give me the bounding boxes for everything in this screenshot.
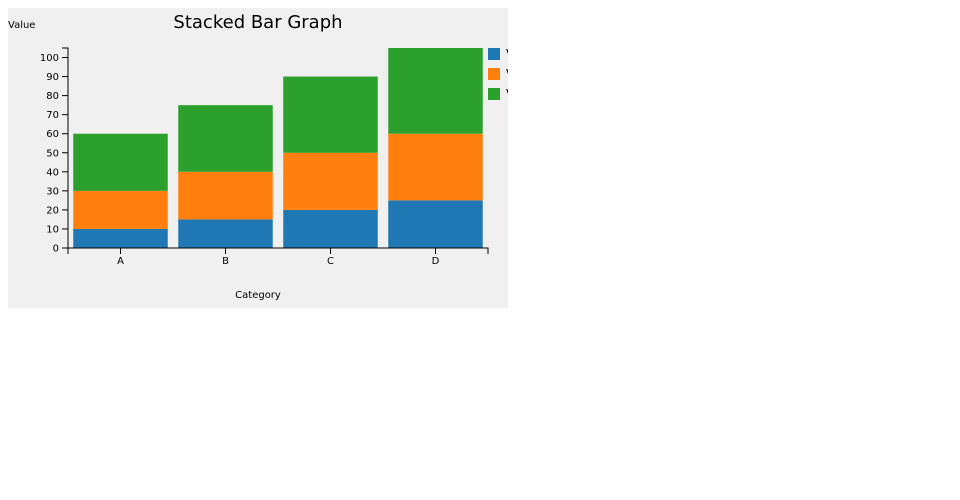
bar-c-series-2 (283, 152, 378, 210)
legend-label: Value 3 (506, 87, 508, 101)
y-tick-label: 80 (46, 91, 59, 102)
plot-area: 0 10 20 30 40 50 60 70 80 90 100 A B C D (40, 47, 489, 267)
x-tick-label: A (117, 256, 124, 267)
x-axis-title: Category (235, 290, 281, 301)
bar-a-series-1 (73, 228, 168, 248)
bar-d-series-3 (388, 48, 483, 134)
bar-b-series-2 (178, 171, 273, 220)
x-tick-label: C (327, 256, 334, 267)
y-axis-line (62, 47, 69, 249)
legend-swatch (488, 48, 500, 60)
y-tick-label: 30 (46, 186, 59, 197)
y-tick-label: 60 (46, 129, 59, 140)
y-axis-title: Value (8, 20, 35, 31)
bar-c-series-3 (283, 76, 378, 153)
y-tick-label: 20 (46, 205, 59, 216)
legend-swatch (488, 68, 500, 80)
chart-title: Stacked Bar Graph (173, 12, 342, 33)
y-tick-label: 90 (46, 72, 59, 83)
legend: Value 1 Value 2 Value 3 (488, 47, 508, 101)
bar-a-series-3 (73, 133, 168, 191)
legend-label: Value 1 (506, 47, 508, 61)
y-tick-label: 100 (40, 53, 59, 64)
bar-d-series-1 (388, 200, 483, 248)
bar-b-series-3 (178, 105, 273, 172)
y-tick-label: 40 (46, 167, 59, 178)
y-tick-label: 50 (46, 148, 59, 159)
chart-panel: Stacked Bar Graph Value Category 0 10 20 30… (8, 8, 508, 308)
legend-label: Value 2 (506, 67, 508, 81)
bar-b-series-1 (178, 219, 273, 248)
bar-c-series-1 (283, 209, 378, 248)
y-tick-label: 10 (46, 224, 59, 235)
y-tick-label: 70 (46, 110, 59, 121)
y-tick-label: 0 (53, 244, 59, 255)
legend-swatch (488, 88, 500, 100)
stacked-bar-chart: Stacked Bar Graph Value Category 0 10 20 30… (8, 12, 508, 301)
x-tick-label: B (222, 256, 229, 267)
bar-a-series-2 (73, 190, 168, 229)
x-axis-line (67, 247, 489, 254)
x-tick-label: D (432, 256, 440, 267)
bar-d-series-2 (388, 133, 483, 201)
